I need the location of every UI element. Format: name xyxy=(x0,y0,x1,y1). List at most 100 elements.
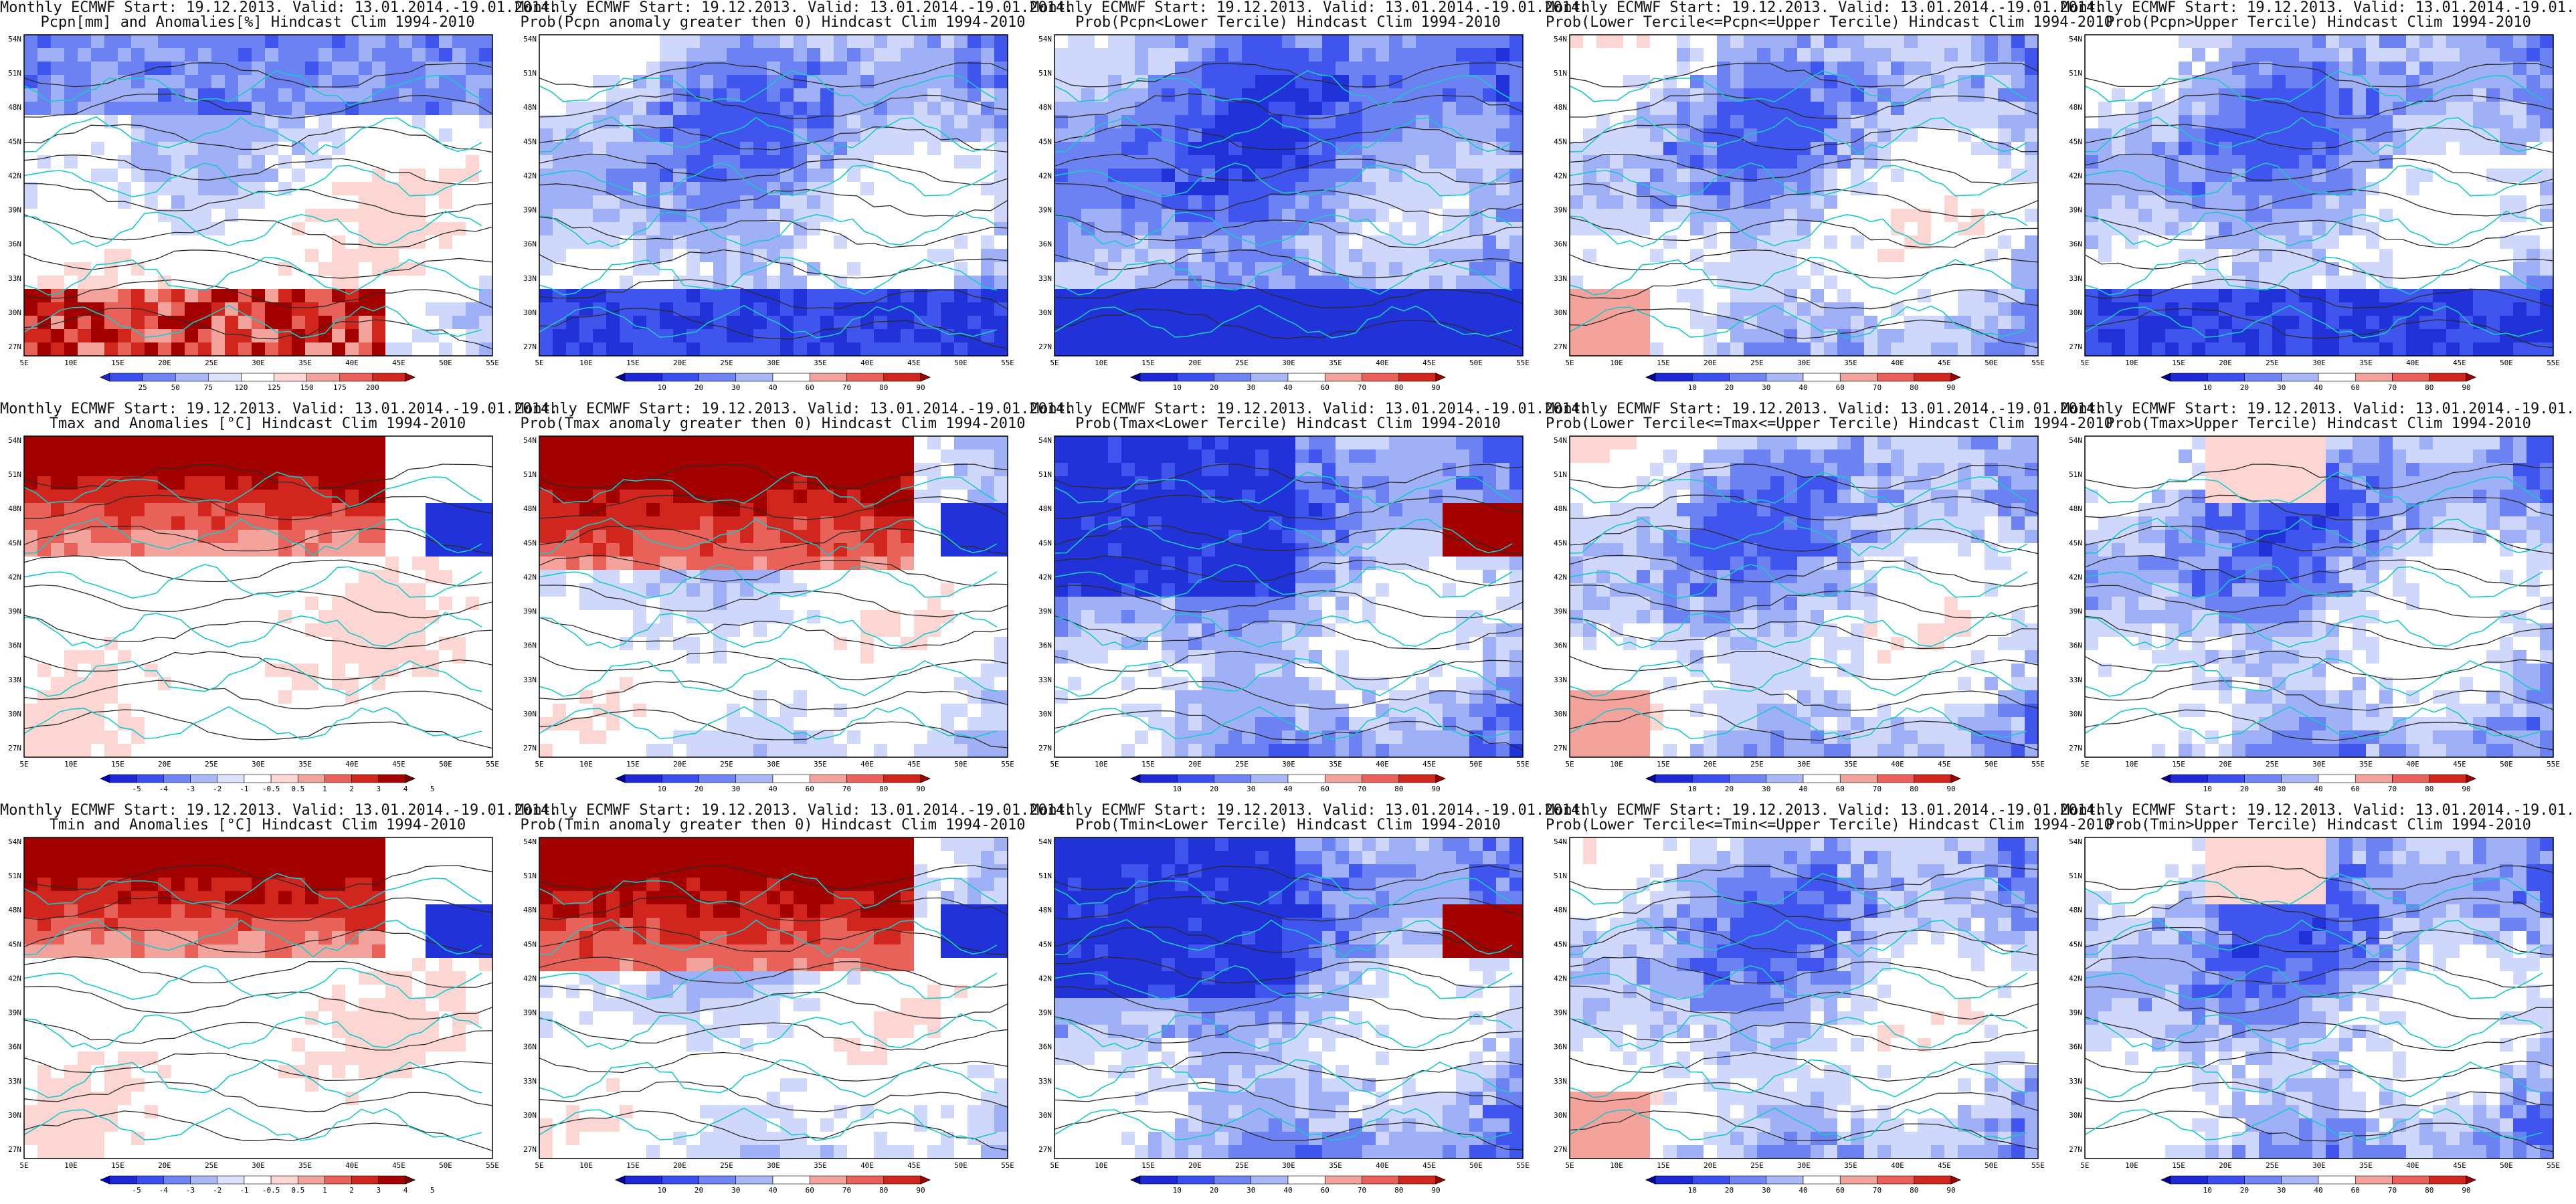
colorbar-tick-label: 40 xyxy=(1283,1186,1292,1195)
lat-tick-label: 54N xyxy=(1038,35,1052,43)
colorbar-tick-label: 4 xyxy=(403,785,408,793)
lat-tick-label: 45N xyxy=(1038,940,1052,948)
lon-tick-label: 40E xyxy=(1376,760,1389,769)
panel-title-line1: Monthly ECMWF Start: 19.12.2013. Valid: … xyxy=(2061,0,2576,16)
forecast-map: 54N 51N 48N 45N 42N 39N 36N 33N 30N 27N 5E 10E 15E 20… xyxy=(1038,837,1530,1195)
colorbar-tick-label: 10 xyxy=(1688,1186,1697,1195)
lat-tick-label: 30N xyxy=(8,308,21,317)
lon-tick-label: 30E xyxy=(252,359,265,367)
colorbar-tick-label: -4 xyxy=(159,1186,169,1195)
colorbar-tick-label: 10 xyxy=(658,1186,666,1195)
shaded-field xyxy=(24,436,493,758)
colorbar-tick-label: 50 xyxy=(171,383,180,392)
lat-tick-label: 45N xyxy=(2069,538,2082,547)
lon-tick-label: 40E xyxy=(1891,359,1904,367)
colorbar-tick-label: 2 xyxy=(349,785,354,793)
lat-tick-label: 54N xyxy=(1554,35,1567,43)
lat-tick-label: 54N xyxy=(1554,837,1567,846)
lon-tick-label: 20E xyxy=(1188,359,1202,367)
lat-tick-label: 30N xyxy=(1554,1111,1567,1120)
lat-tick-label: 51N xyxy=(1038,872,1052,880)
lat-tick-label: 33N xyxy=(1554,274,1567,283)
lat-tick-label: 39N xyxy=(2069,1009,2082,1017)
colorbar-tick-label: 40 xyxy=(768,383,777,392)
coastlines xyxy=(1569,472,2028,740)
lat-tick-label: 51N xyxy=(1554,470,1567,479)
lat-tick-label: 39N xyxy=(8,607,21,616)
colorbar-tick-label: 40 xyxy=(2314,383,2322,392)
lon-tick-label: 5E xyxy=(535,359,543,367)
lat-tick-label: 30N xyxy=(523,308,537,317)
lon-tick-label: 15E xyxy=(1657,1161,1670,1170)
colorbar-tick-label: 60 xyxy=(1836,1186,1845,1195)
lon-tick-label: 50E xyxy=(954,760,968,769)
lat-tick-label: 30N xyxy=(1554,710,1567,718)
lat-tick-label: 51N xyxy=(1554,69,1567,78)
colorbar-tick-label: 20 xyxy=(695,1186,703,1195)
lat-tick-label: 45N xyxy=(8,940,21,948)
colorbar-tick-label: 0.5 xyxy=(291,1186,304,1195)
lat-tick-label: 39N xyxy=(523,206,537,215)
lon-tick-label: 5E xyxy=(1565,359,1574,367)
colorbar-tick-label: 80 xyxy=(1910,1186,1918,1195)
lon-tick-label: 5E xyxy=(19,359,28,367)
lon-tick-label: 10E xyxy=(1095,1161,1108,1170)
lat-tick-label: 39N xyxy=(8,1009,21,1017)
colorbar-tick-label: 10 xyxy=(1688,383,1697,392)
lon-tick-label: 55E xyxy=(486,1161,499,1170)
lon-tick-label: 40E xyxy=(1891,760,1904,769)
colorbar: 10 20 30 40 60 70 80 90 xyxy=(614,373,931,392)
lat-tick-label: 42N xyxy=(8,573,21,581)
lat-tick-label: 36N xyxy=(2069,641,2082,650)
lon-tick-label: 40E xyxy=(1891,1161,1904,1170)
forecast-map: 54N 51N 48N 45N 42N 39N 36N 33N 30N 27N 5E 10E 15E 20… xyxy=(2069,435,2560,793)
lat-tick-label: 42N xyxy=(1038,171,1052,180)
lat-tick-label: 36N xyxy=(1038,240,1052,249)
forecast-panel: Monthly ECMWF Start: 19.12.2013. Valid: … xyxy=(515,803,1073,1204)
lon-tick-label: 5E xyxy=(2080,359,2089,367)
contour-lines xyxy=(23,464,493,749)
colorbar-tick-label: -0.5 xyxy=(262,785,280,793)
panel-title-line2: Tmin and Anomalies [°C] Hindcast Clim 19… xyxy=(49,817,466,833)
panel-title-line2: Prob(Tmax>Upper Tercile) Hindcast Clim 1… xyxy=(2106,415,2531,432)
colorbar-tick-label: 30 xyxy=(2277,383,2286,392)
colorbar: -5 -4 -3 -2 -1 -0.5 0.5 1 2 3 4 5 xyxy=(99,774,434,793)
colorbar-tick-label: 30 xyxy=(1247,785,1255,793)
panel-title-line2: Pcpn[mm] and Anomalies[%] Hindcast Clim … xyxy=(40,14,475,31)
colorbar-tick-label: 70 xyxy=(1358,1186,1366,1195)
lat-tick-label: 54N xyxy=(1038,837,1052,846)
lon-tick-label: 40E xyxy=(2406,359,2419,367)
colorbar-tick-label: 1 xyxy=(323,785,327,793)
colorbar-tick-label: 10 xyxy=(1173,383,1182,392)
colorbar-tick-label: 60 xyxy=(2351,383,2360,392)
lat-tick-label: 33N xyxy=(1038,1077,1052,1086)
colorbar-tick-label: 70 xyxy=(2388,383,2397,392)
lon-tick-label: 5E xyxy=(535,760,543,769)
colorbar-tick-label: 40 xyxy=(2314,1186,2322,1195)
lat-tick-label: 54N xyxy=(8,436,21,445)
lat-tick-label: 30N xyxy=(1038,710,1052,718)
lon-tick-label: 25E xyxy=(2266,760,2279,769)
coastlines xyxy=(2084,472,2543,740)
lon-tick-label: 35E xyxy=(2359,359,2373,367)
lon-tick-label: 20E xyxy=(1704,760,1717,769)
lon-tick-label: 25E xyxy=(1750,359,1764,367)
lat-tick-label: 54N xyxy=(523,436,537,445)
coastlines xyxy=(539,472,998,740)
colorbar-tick-label: 60 xyxy=(1836,785,1845,793)
lat-tick-label: 36N xyxy=(2069,1043,2082,1051)
panel-title-line1: Monthly ECMWF Start: 19.12.2013. Valid: … xyxy=(1546,0,2104,16)
colorbar-tick-label: 80 xyxy=(879,1186,888,1195)
lat-tick-label: 45N xyxy=(523,137,537,146)
lat-tick-label: 45N xyxy=(1554,137,1567,146)
colorbar-tick-label: 30 xyxy=(1762,785,1770,793)
forecast-map: 54N 51N 48N 45N 42N 39N 36N 33N 30N 27N 5E 10E 15E 20… xyxy=(523,837,1014,1195)
lon-tick-label: 25E xyxy=(1235,760,1249,769)
colorbar-tick-label: 10 xyxy=(1173,1186,1182,1195)
lon-tick-label: 25E xyxy=(720,1161,733,1170)
panel-title-line2: Prob(Pcpn anomaly greater then 0) Hindca… xyxy=(520,14,1026,31)
lat-tick-label: 42N xyxy=(2069,974,2082,983)
lat-tick-label: 48N xyxy=(1038,103,1052,112)
colorbar-tick-label: 70 xyxy=(1358,383,1366,392)
lon-tick-label: 30E xyxy=(2312,760,2326,769)
